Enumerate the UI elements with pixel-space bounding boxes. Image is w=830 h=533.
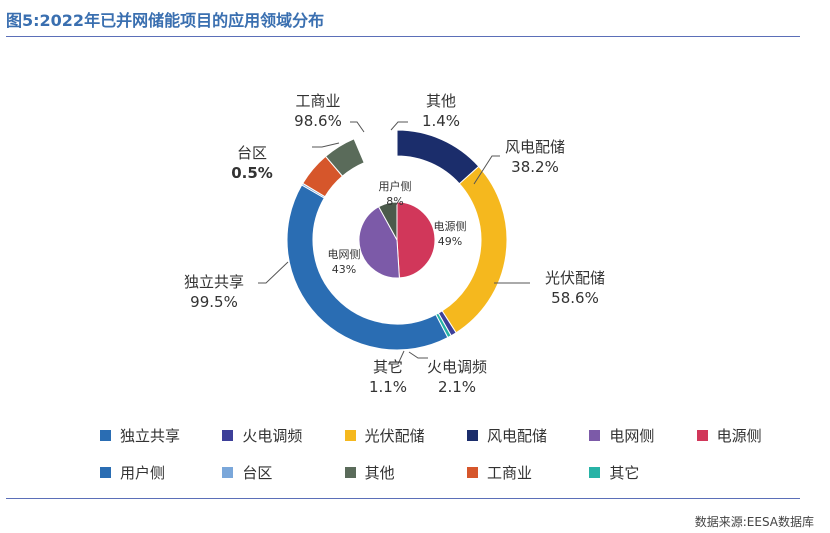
legend-swatch [344, 467, 356, 478]
title-divider [6, 36, 800, 37]
legend-item: 其它 [589, 462, 672, 483]
footer-divider [6, 498, 800, 499]
outer-label-name-5: 台区 [237, 144, 267, 162]
outer-label-value-6: 98.6% [294, 112, 342, 130]
inner-wedge-1 [358, 206, 400, 279]
leader-line-4 [258, 261, 289, 284]
legend-item: 光伏配储 [344, 425, 443, 446]
outer-label-value-2: 2.1% [438, 378, 476, 396]
outer-label-value-7: 1.4% [422, 112, 460, 130]
legend-label: 电网侧 [609, 427, 655, 445]
legend-label: 独立共享 [120, 427, 181, 445]
outer-label-value-3: 1.1% [369, 378, 407, 396]
outer-label-name-3: 其它 [373, 358, 403, 376]
outer-label-name-1: 光伏配储 [545, 269, 605, 287]
chart-legend: 独立共享 火电调频 光伏配储 风电配储 电网侧 电源侧用户侧 台区 其他 工商业 其它 [100, 425, 780, 483]
legend-item: 用户侧 [100, 462, 198, 483]
legend-swatch [589, 467, 601, 478]
inner-label-name-2: 用户侧 [379, 179, 412, 193]
inner-label-name-0: 电源侧 [434, 219, 467, 233]
legend-label: 光伏配储 [364, 427, 425, 445]
outer-label-value-4: 99.5% [190, 293, 238, 311]
leader-line-2 [408, 351, 428, 359]
outer-label-name-0: 风电配储 [505, 138, 565, 156]
inner-label-value-2: 8% [386, 195, 403, 208]
outer-segment-7 [324, 138, 365, 177]
outer-label-value-0: 38.2% [511, 158, 559, 176]
legend-item: 独立共享 [100, 425, 198, 446]
leader-line-3 [388, 350, 405, 365]
outer-label-value-5: 0.5% [231, 164, 273, 182]
leader-line-5 [312, 142, 340, 148]
legend-item: 其他 [344, 462, 443, 483]
outer-label-name-6: 工商业 [295, 92, 340, 110]
outer-segment-0 [396, 129, 480, 185]
legend-swatch [222, 467, 234, 478]
leader-line-6 [350, 121, 365, 133]
outer-segment-1 [441, 165, 508, 334]
outer-label-name-4: 独立共享 [184, 273, 244, 291]
outer-label-name-7: 其他 [426, 92, 456, 110]
legend-swatch [466, 467, 478, 478]
inner-label-name-1: 电网侧 [328, 248, 361, 261]
legend-swatch [222, 430, 234, 441]
donut-chart: 风电配储 38.2% 光伏配储 58.6% 火电调频 2.1% 其它 1.1% 独立共享 99.5… [184, 92, 605, 396]
legend-swatch [589, 430, 601, 441]
inner-label-value-1: 43% [332, 263, 356, 276]
legend-label: 风电配储 [486, 427, 547, 445]
outer-label-name-2: 火电调频 [427, 358, 487, 376]
legend-item: 火电调频 [222, 425, 320, 446]
legend-item: 电网侧 [589, 425, 672, 446]
legend-item: 工商业 [466, 462, 565, 483]
inner-label-value-0: 49% [438, 235, 462, 248]
legend-swatch [100, 467, 111, 478]
legend-swatch [696, 430, 708, 441]
legend-swatch [100, 430, 111, 441]
source-note: 数据来源:EESA数据库 [694, 515, 814, 529]
leader-line-0 [473, 155, 500, 185]
legend-label: 用户侧 [120, 464, 166, 482]
legend-label: 其他 [364, 464, 395, 482]
legend-swatch [344, 430, 356, 441]
legend-label: 电源侧 [716, 427, 762, 445]
leader-line-7 [390, 121, 408, 131]
inner-wedge-2 [378, 201, 398, 241]
outer-label-value-1: 58.6% [551, 289, 599, 307]
legend-label: 火电调频 [242, 427, 303, 445]
chart-title: 图5:2022年已并网储能项目的应用领域分布 [6, 11, 325, 30]
legend-label: 其它 [609, 464, 640, 482]
inner-wedge-0 [396, 201, 436, 279]
legend-label: 工商业 [486, 464, 532, 482]
legend-item: 风电配储 [466, 425, 565, 446]
legend-item: 电源侧 [696, 425, 780, 446]
legend-swatch [466, 430, 478, 441]
legend-label: 台区 [242, 464, 273, 482]
legend-item: 台区 [222, 462, 320, 483]
